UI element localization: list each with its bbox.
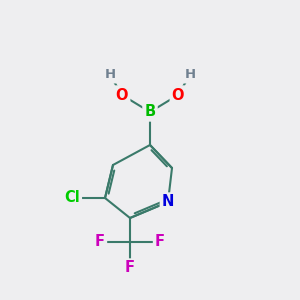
Text: B: B (144, 104, 156, 119)
Text: Cl: Cl (64, 190, 80, 206)
Text: F: F (95, 235, 105, 250)
Text: H: H (184, 68, 196, 82)
Text: H: H (104, 68, 116, 82)
Text: O: O (116, 88, 128, 103)
Text: F: F (155, 235, 165, 250)
Text: O: O (172, 88, 184, 103)
Text: N: N (162, 194, 174, 209)
Text: F: F (125, 260, 135, 275)
